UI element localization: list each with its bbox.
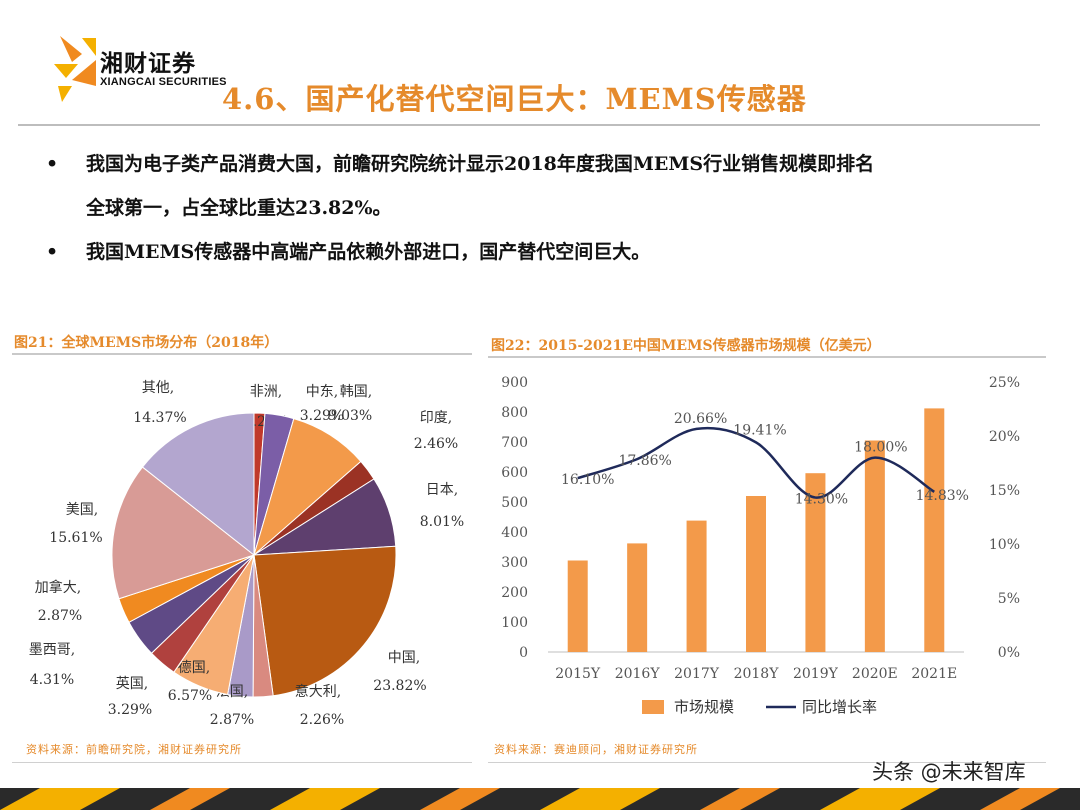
pie-slice-value-label: 3.29% [300,408,344,424]
pie-slice-value-label: 2.87% [38,608,82,624]
bar [746,496,766,652]
growth-rate-data-label: 19.41% [733,422,786,438]
pie-chart-title-rule [12,353,472,355]
growth-rate-data-label: 16.10% [561,472,614,488]
pie-slice-value-label: 2.46% [414,436,458,452]
bar [924,408,945,652]
bullet-text-line: 我国MEMS传感器中高端产品依赖外部进口，国产替代空间巨大。 [86,241,651,263]
y-axis-left-tick-label: 200 [501,585,528,601]
growth-rate-data-label: 14.30% [795,492,848,508]
pie-slice-value-label: 14.37% [133,410,186,426]
pie-slice-label: 意大利, [295,683,341,700]
pie-slice [253,545,397,697]
bar-source-rule [488,762,1046,763]
x-axis-tick-label: 2017Y [674,666,720,682]
growth-rate-data-label: 18.00% [854,440,907,456]
pie-slice-label: 德国, [178,660,210,676]
y-axis-right-tick-label: 25% [989,375,1020,391]
slide-title: 4.6、国产化替代空间巨大：MEMS传感器 [222,82,807,116]
y-axis-left-tick-label: 700 [501,435,528,451]
y-axis-left-tick-label: 500 [501,495,528,511]
bar-line-chart: 0 100 200 300 400 500 600 700 800 900 0% 5% 10% 15% 20… [501,375,1020,716]
legend-bar-swatch [642,700,664,714]
y-axis-right-tick-label: 10% [989,537,1020,553]
pie-slice-value-label: 2.26% [300,712,344,728]
y-axis-left-tick-label: 100 [501,615,528,631]
pie-slice-label: 中国, [388,650,420,666]
pie-slice-value-label: 2.87% [210,712,254,728]
pie-slice-value-label: 15.61% [49,530,102,546]
bullet-text-line: 我国为电子类产品消费大国，前瞻研究院统计显示2018年度我国MEMS行业销售规模… [86,153,875,175]
bar [805,473,826,652]
x-axis-tick-label: 2020E [852,666,898,682]
pie-slice-label: 韩国, [340,384,372,400]
x-axis-tick-label: 2015Y [555,666,601,682]
y-axis-left-tick-label: 800 [501,405,528,421]
bullet-marker: • [46,241,59,263]
pie-slice-label: 加拿大, [35,579,81,596]
y-axis-right-tick-label: 20% [989,429,1020,445]
watermark-text: 头条 @未来智库 [872,760,1026,784]
bar-chart-title: 图22：2015-2021E中国MEMS传感器市场规模（亿美元） [491,338,881,354]
x-axis-tick-label: 2018Y [734,666,780,682]
pie-slice-value-label: 9.03% [328,408,372,424]
pie-slice-value-label: 4.31% [30,672,74,688]
pie-slice-value-label: 3.29% [108,702,152,718]
x-axis-tick-label: 2016Y [615,666,661,682]
pie-slice [141,412,255,557]
pie-slice-value-label: 6.57% [168,688,212,704]
growth-rate-line [577,426,935,499]
legend-bar-label: 市场规模 [674,698,734,716]
pie-slice-label: 印度, [420,410,452,426]
bar [864,440,885,652]
growth-rate-data-label: 14.83% [916,488,969,504]
legend-line-label: 同比增长率 [802,698,877,716]
x-axis-tick-label: 2019Y [793,666,839,682]
pie-slice-value-label: 23.82% [373,678,426,694]
bullet-item: • 我国MEMS传感器中高端产品依赖外部进口，国产替代空间巨大。 [38,230,1048,274]
y-axis-right-tick-label: 15% [989,483,1020,499]
x-axis-tick-label: 2021E [911,666,957,682]
bullet-text-line: 全球第一，占全球比重达23.82%。 [86,197,392,219]
pie-slice-label: 非洲, [250,384,282,400]
pie-slice-label: 墨西哥, [29,642,75,658]
pie-slice-value-label: 8.01% [420,514,464,530]
bar [567,560,588,652]
bullet-marker: • [46,153,59,175]
bar-chart-title-rule [488,356,1046,358]
y-axis-left-tick-label: 300 [501,555,528,571]
pie-slice-label: 日本, [426,482,458,498]
pie-slice [111,466,256,600]
growth-rate-data-label: 20.66% [674,411,727,427]
pie-chart-title: 图21：全球MEMS市场分布（2018年） [14,335,279,351]
y-axis-right-tick-label: 5% [998,591,1020,607]
bullet-item: • 我国为电子类产品消费大国，前瞻研究院统计显示2018年度我国MEMS行业销售… [38,142,1048,230]
bar [686,520,707,652]
pie-slice-label: 美国, [66,502,98,518]
y-axis-left-tick-label: 400 [501,525,528,541]
growth-rate-data-label: 17.86% [618,453,671,469]
y-axis-left-tick-label: 900 [501,375,528,391]
bar-chart-source: 资料来源：赛迪顾问，湘财证券研究所 [494,743,698,756]
pie-source-rule [12,762,472,763]
pie-slice-label: 中东, [306,384,338,400]
bullet-list: • 我国为电子类产品消费大国，前瞻研究院统计显示2018年度我国MEMS行业销售… [38,142,1048,274]
pie-chart: 非洲,1.23%中东,3.29%韩国,9.03%印度,2.46%日本,8.01%… [29,380,464,728]
pie-slice-label: 英国, [116,675,148,692]
y-axis-left-tick-label: 600 [501,465,528,481]
y-axis-right-tick-label: 0% [998,645,1020,661]
pie-slice [253,418,362,557]
title-divider [18,124,1040,126]
logo-english-name: XIANGCAI SECURITIES [100,76,227,88]
xiangcai-logo-icon [54,36,96,102]
y-axis-left-tick-label: 0 [519,645,528,661]
footer-decoration [0,788,1080,810]
bar [627,543,648,652]
pie-chart-source: 资料来源：前瞻研究院，湘财证券研究所 [26,743,242,756]
logo-chinese-name: 湘财证券 [100,51,196,77]
pie-slice-label: 其他, [142,380,174,396]
